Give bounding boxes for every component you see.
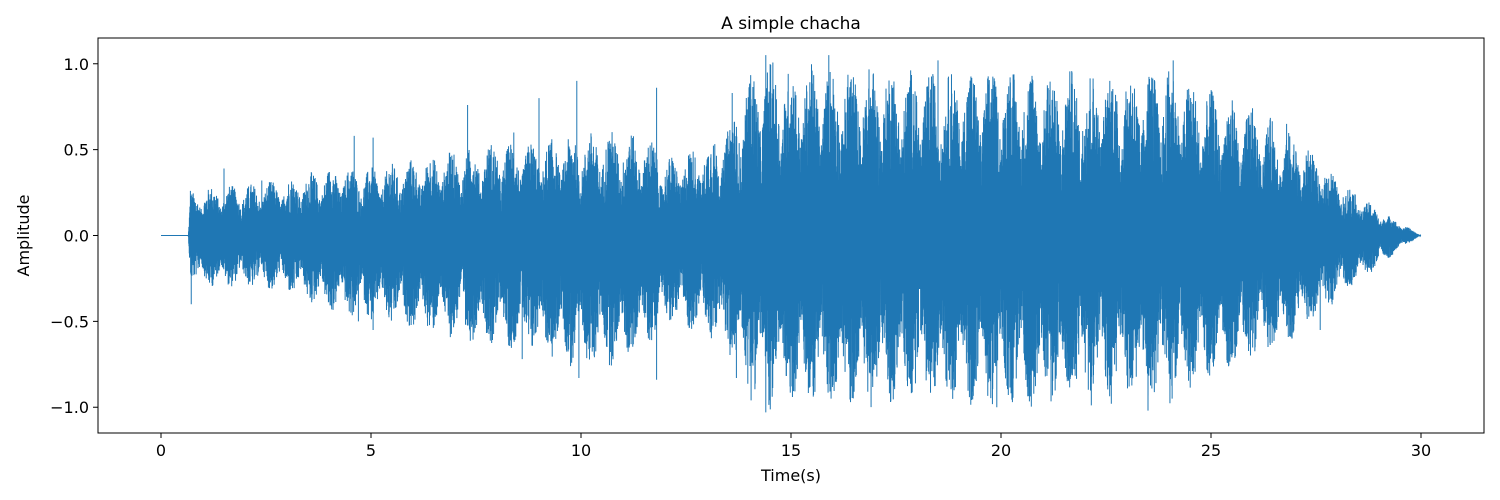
y-tick-label: 1.0	[64, 55, 89, 74]
x-tick-label: 20	[991, 441, 1011, 460]
x-tick-label: 10	[571, 441, 591, 460]
y-tick-label: −0.5	[50, 312, 89, 331]
x-tick-label: 30	[1411, 441, 1431, 460]
chart-title: A simple chacha	[721, 14, 861, 34]
y-axis-ticks: −1.0 −0.5 0.0 0.5 1.0	[50, 55, 98, 417]
x-axis-ticks: 0 5 10 15 20 25 30	[156, 433, 1431, 460]
x-axis-label: Time(s)	[760, 466, 821, 485]
x-tick-label: 25	[1201, 441, 1221, 460]
x-tick-label: 5	[366, 441, 376, 460]
x-tick-label: 0	[156, 441, 166, 460]
y-tick-label: 0.0	[64, 227, 89, 246]
y-axis-label: Amplitude	[14, 195, 33, 277]
x-tick-label: 15	[781, 441, 801, 460]
y-tick-label: −1.0	[50, 398, 89, 417]
waveform-line	[161, 55, 1422, 413]
y-tick-label: 0.5	[64, 141, 89, 160]
